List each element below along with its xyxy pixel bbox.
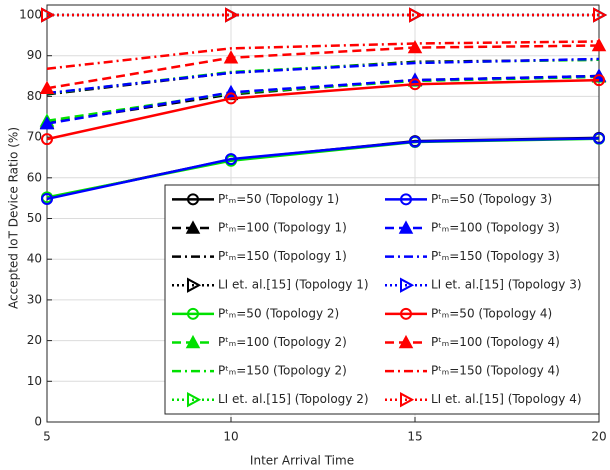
marker xyxy=(41,192,53,205)
marker xyxy=(407,39,423,54)
y-axis-label: Accepted IoT Device Ratio (%) xyxy=(7,127,21,309)
y-tick-label: 80 xyxy=(27,89,42,103)
marker xyxy=(593,74,605,87)
y-tick-label: 20 xyxy=(27,333,42,347)
x-tick-label: 5 xyxy=(43,430,51,444)
x-tick-label: 20 xyxy=(591,430,606,444)
legend-marker xyxy=(187,392,202,408)
marker xyxy=(39,116,55,130)
marker xyxy=(39,80,55,95)
legend-marker xyxy=(185,334,201,349)
x-tick-label: 10 xyxy=(223,430,238,444)
legend-marker xyxy=(400,307,412,320)
legend-label: LI et. al.[15] (Topology 2) xyxy=(218,392,369,406)
y-tick-label: 30 xyxy=(27,292,42,306)
y-tick-label: 40 xyxy=(27,252,42,266)
series-line xyxy=(46,40,600,70)
marker xyxy=(225,7,240,23)
marker xyxy=(409,7,424,23)
series-line xyxy=(46,44,600,90)
y-tick-label: 50 xyxy=(27,211,42,225)
legend-label: Pᵗₘ=150 (Topology 1) xyxy=(218,249,347,263)
marker xyxy=(591,37,607,52)
legend-label: Pᵗₘ=150 (Topology 4) xyxy=(431,364,560,378)
legend-marker xyxy=(187,307,199,320)
marker xyxy=(409,78,421,91)
legend-marker xyxy=(400,392,415,408)
x-axis-label: Inter Arrival Time xyxy=(250,454,354,468)
marker xyxy=(593,132,605,145)
legend-label: Pᵗₘ=100 (Topology 4) xyxy=(431,335,560,349)
legend-label: Pᵗₘ=100 (Topology 2) xyxy=(218,335,347,349)
y-tick-label: 100 xyxy=(19,8,42,22)
y-tick-label: 0 xyxy=(34,415,42,429)
legend-label: Pᵗₘ=50 (Topology 1) xyxy=(218,192,339,206)
series-line xyxy=(46,137,600,201)
y-tick-label: 70 xyxy=(27,130,42,144)
y-tick-label: 10 xyxy=(27,374,42,388)
legend-label: Pᵗₘ=50 (Topology 4) xyxy=(431,306,552,320)
legend-marker xyxy=(398,334,414,349)
legend-box xyxy=(164,184,600,415)
y-tick-label: 60 xyxy=(27,170,42,184)
y-tick-label: 90 xyxy=(27,48,42,62)
legend-label: Pᵗₘ=50 (Topology 2) xyxy=(218,306,339,320)
legend-marker xyxy=(398,220,414,234)
marker xyxy=(41,7,56,23)
marker xyxy=(593,7,608,23)
legend-label: Pᵗₘ=100 (Topology 1) xyxy=(218,220,347,234)
x-tick-label: 15 xyxy=(407,430,422,444)
marker xyxy=(41,133,53,146)
legend-label: Pᵗₘ=150 (Topology 2) xyxy=(218,364,347,378)
marker xyxy=(225,153,237,166)
legend-label: LI et. al.[15] (Topology 4) xyxy=(431,392,582,406)
series-line xyxy=(46,74,600,125)
marker xyxy=(409,135,421,148)
legend-marker xyxy=(185,220,201,234)
series-line xyxy=(46,78,600,141)
legend-marker xyxy=(187,277,202,293)
legend-label: LI et. al.[15] (Topology 1) xyxy=(218,278,369,292)
legend-marker xyxy=(187,193,199,206)
marker xyxy=(223,50,239,64)
legend-label: Pᵗₘ=50 (Topology 3) xyxy=(431,192,552,206)
legend-marker xyxy=(400,193,412,206)
legend-marker xyxy=(400,277,415,293)
legend-label: LI et. al.[15] (Topology 3) xyxy=(431,278,582,292)
legend-label: Pᵗₘ=100 (Topology 3) xyxy=(431,220,560,234)
legend-label: Pᵗₘ=150 (Topology 3) xyxy=(431,249,560,263)
marker xyxy=(225,92,237,105)
series-line xyxy=(46,57,600,95)
